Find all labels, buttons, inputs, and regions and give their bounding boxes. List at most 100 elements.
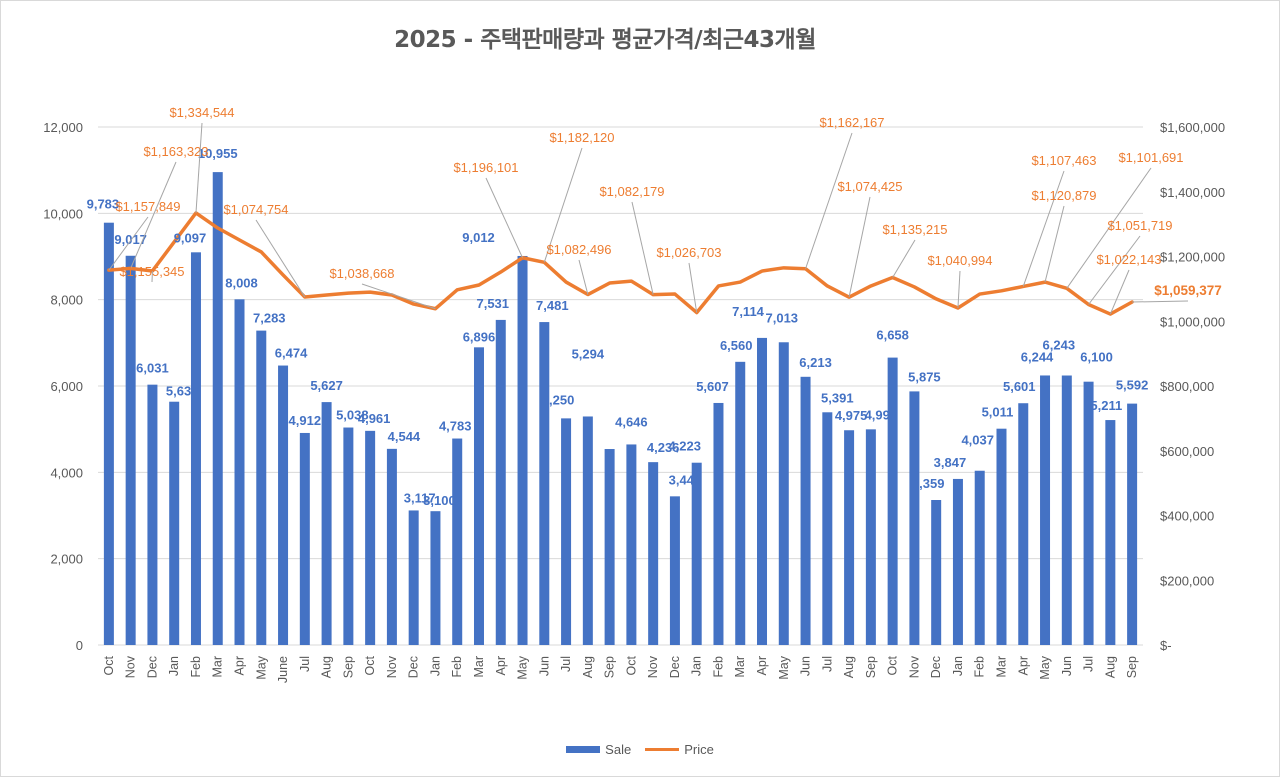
x-tick-label: May — [254, 655, 268, 679]
bar-data-label: 7,481 — [536, 298, 569, 313]
y-left-tick-label: 4,000 — [50, 465, 83, 480]
bar-data-label: 9,017 — [114, 232, 147, 247]
chart-title: 2025 - 주택판매량과 평균가격/최근43개월 — [394, 27, 816, 53]
bar-sale — [1083, 381, 1094, 645]
bar-data-label: 4,975 — [835, 408, 868, 423]
price-data-label: $1,038,668 — [329, 266, 394, 281]
y-right-tick-label: $400,000 — [1160, 509, 1214, 524]
x-tick-label: Apr — [1016, 656, 1030, 675]
leader-line — [688, 262, 698, 313]
bar-data-label: 10,955 — [198, 146, 238, 161]
leader-line — [485, 177, 523, 258]
price-data-label: $1,074,754 — [223, 202, 288, 217]
x-tick-label: May — [777, 655, 791, 679]
bar-sale — [343, 427, 354, 645]
x-tick-label: Mar — [211, 656, 225, 678]
bar-data-label: 5,011 — [982, 405, 1014, 420]
bar-data-label: 3,444 — [669, 472, 702, 487]
bar-data-label: 5,294 — [572, 346, 605, 361]
bar-sale — [691, 462, 702, 645]
x-tick-label: Aug — [1103, 656, 1117, 678]
leader-line — [1109, 269, 1130, 315]
x-tick-label: Jul — [298, 656, 312, 672]
bar-data-label: 6,243 — [1043, 338, 1076, 353]
price-data-label: $1,162,167 — [819, 115, 884, 130]
legend-item-price[interactable]: Price — [645, 742, 714, 757]
price-data-label: $1,182,120 — [549, 130, 614, 145]
bar-data-label: 4,646 — [615, 414, 648, 429]
y-left-tick-label: 10,000 — [43, 206, 83, 221]
price-data-label: $1,059,377 — [1154, 283, 1222, 298]
leader-line — [631, 201, 654, 295]
x-tick-label: Feb — [711, 656, 725, 678]
y-right-tick-label: $1,400,000 — [1160, 185, 1225, 200]
bar-sale — [909, 391, 920, 645]
x-tick-label: May — [1038, 655, 1052, 679]
bar-sale — [757, 337, 768, 645]
bar-data-label: 6,031 — [136, 361, 169, 376]
x-tick-label: Oct — [624, 655, 638, 675]
bar-sale — [931, 500, 942, 645]
x-tick-label: Dec — [145, 656, 159, 678]
price-line — [107, 211, 1134, 316]
x-tick-label: Dec — [929, 656, 943, 678]
x-tick-label: Feb — [189, 656, 203, 678]
bar-sale — [539, 322, 550, 645]
bar-sale — [408, 510, 419, 645]
bar-sale — [844, 430, 855, 645]
leader-line — [892, 239, 916, 278]
bar-sale — [1105, 420, 1116, 645]
x-tick-label: Jul — [1082, 656, 1096, 672]
bar-sale — [887, 357, 898, 645]
y-left-tick-label: 8,000 — [50, 293, 83, 308]
bar-data-label: 6,244 — [1021, 349, 1054, 364]
price-data-label: $1,135,215 — [882, 222, 947, 237]
bar-data-label: 6,560 — [720, 338, 753, 353]
bar-data-label: 6,100 — [1080, 350, 1113, 365]
bar-data-label: 5,211 — [1090, 398, 1122, 413]
y-left-tick-label: 12,000 — [43, 120, 83, 135]
y-left-tick-label: 6,000 — [50, 379, 83, 394]
x-tick-label: Mar — [733, 656, 747, 678]
y-right-tick-label: $200,000 — [1160, 573, 1214, 588]
leader-line — [1044, 205, 1065, 283]
bar-sale — [234, 299, 245, 645]
x-tick-label: Oct — [363, 655, 377, 675]
bar-sale — [212, 172, 223, 645]
leader-line — [578, 259, 589, 295]
y-right-tick-label: $1,200,000 — [1160, 250, 1225, 265]
x-tick-label: Jan — [690, 656, 704, 676]
bar-sale — [800, 376, 811, 645]
bar-data-label: 5,875 — [908, 369, 941, 384]
bar-data-label: 5,391 — [821, 390, 854, 405]
bar-data-label: 9,097 — [174, 230, 207, 245]
price-data-label: $1,196,101 — [453, 160, 518, 175]
bar-data-label: 3,117 — [404, 490, 436, 505]
bar-sale — [256, 330, 267, 645]
y-right-tick-label: $800,000 — [1160, 379, 1214, 394]
bar-sale — [495, 319, 506, 645]
bar-data-label: 4,912 — [289, 413, 322, 428]
bar-sale — [473, 347, 484, 645]
y-right-tick-label: $- — [1160, 638, 1172, 653]
x-tick-label: Sep — [1125, 656, 1139, 678]
bar-data-label: 6,474 — [275, 346, 308, 361]
x-tick-label: Feb — [973, 656, 987, 678]
x-tick-label: Sep — [341, 656, 355, 678]
x-tick-label: Jul — [559, 656, 573, 672]
y-left-tick-label: 0 — [76, 638, 83, 653]
bar-data-label: 5,607 — [696, 379, 729, 394]
legend-item-sale[interactable]: Sale — [566, 742, 631, 757]
bar-data-label: 6,658 — [876, 328, 909, 343]
x-tick-label: Dec — [407, 656, 421, 678]
legend: Sale Price — [0, 742, 1280, 757]
bar-sale — [517, 255, 528, 645]
bar-data-label: 4,236 — [647, 440, 680, 455]
y-left-tick-label: 2,000 — [50, 552, 83, 567]
x-tick-label: Jun — [537, 656, 551, 676]
x-tick-label: Nov — [124, 655, 138, 678]
price-data-label: $1,120,879 — [1031, 188, 1096, 203]
bar-data-label: 3,359 — [912, 476, 945, 491]
legend-swatch-sale — [566, 746, 601, 753]
price-data-label: $1,022,143 — [1096, 252, 1161, 267]
